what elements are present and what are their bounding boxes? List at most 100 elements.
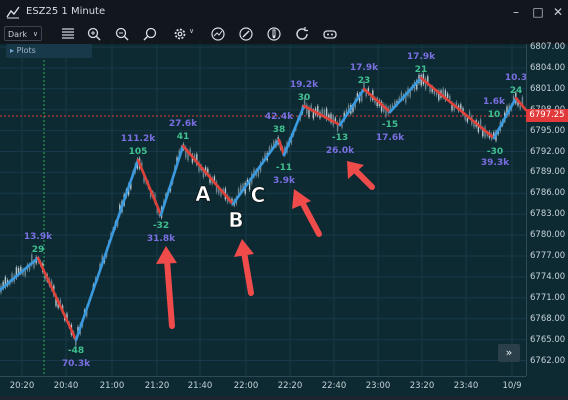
current-price-tag: 6797.25 [526,109,568,122]
thermometer-icon[interactable] [266,26,282,42]
leg-delta-label: -13 [332,133,348,143]
candle [237,188,240,196]
candle [460,104,462,110]
link-icon[interactable] [322,26,338,42]
leg-delta-label: -30 [487,147,503,157]
candle [44,273,46,280]
price-axis-tick: 6801.00 [530,83,566,94]
candle [303,97,306,108]
candle [352,106,354,112]
candle [506,106,508,116]
time-axis-tick: 22:00 [233,381,259,391]
plots-panel-toggle[interactable]: ▸ Plots [6,44,92,58]
draw-tool-icon[interactable] [238,26,254,42]
candle [464,114,466,120]
price-axis-tick: 6774.00 [530,271,566,282]
candle [385,105,387,117]
candle [444,90,447,100]
up-leg [282,104,306,157]
down-leg [136,158,163,217]
leg-delta-label: -15 [382,120,398,130]
down-leg [362,87,392,114]
candle [141,162,143,169]
candle [356,93,359,99]
candle [246,179,249,183]
candle [240,185,242,194]
status-bar [0,396,568,400]
candle [317,105,319,116]
leg-volume-label: 70.3k [62,359,91,369]
candle [330,113,332,123]
candle [207,168,209,175]
price-axis-tick: 6804.00 [530,62,566,73]
candle [339,118,341,124]
maximize-icon[interactable]: □ [532,5,544,19]
settings-icon[interactable] [172,26,188,42]
candle [17,268,20,275]
leg-volume-label: 26.0k [326,146,355,156]
time-axis-tick: 20:40 [53,381,79,391]
minimize-icon[interactable]: – [513,5,519,19]
candle [493,132,495,138]
up-leg [338,87,366,127]
toolbar: Dark ∨ ∨ [0,24,568,44]
candle [55,295,57,306]
settings-chevron-icon[interactable]: ∨ [189,27,195,35]
time-axis-tick: 22:40 [321,381,347,391]
candle [270,145,273,150]
candle [363,82,365,91]
candle [409,89,411,97]
time-axis-tick: 23:00 [365,381,391,391]
zoom-icon[interactable] [142,26,158,42]
candle [66,313,68,320]
candle [75,340,77,346]
price-axis[interactable]: 6807.006804.006801.006798.006795.006792.… [526,42,568,376]
price-axis-tick: 6780.00 [530,230,566,241]
chart-canvas[interactable]: 13.9k 29 -48 70.3k 111.2k 105 -32 31.8k … [0,44,526,376]
candle [334,118,337,122]
indicator-icon[interactable] [210,26,226,42]
arrows [156,161,375,329]
candle [306,104,308,114]
price-axis-tick: 6762.00 [530,355,566,366]
theme-select-value: Dark [8,30,27,39]
candle [202,169,205,178]
candle [442,88,444,98]
price-axis-tick: 6768.00 [530,313,566,324]
candle [222,188,224,193]
up-arrow-icon [234,239,254,296]
time-axis-tick: 23:20 [409,381,435,391]
window-title: ESZ25 1 Minute [26,6,106,17]
leg-delta-label: 21 [415,65,428,75]
candle [328,114,330,120]
time-axis-tick: 21:20 [144,381,170,391]
leg-volume-label: 19.2k [290,80,319,90]
theme-select[interactable]: Dark ∨ [4,26,42,41]
candle [391,104,394,110]
close-icon[interactable]: ✕ [552,5,564,19]
annotation-b: B [228,208,243,232]
zoom-in-icon[interactable] [86,26,102,42]
candle [257,168,260,177]
refresh-icon[interactable] [294,26,310,42]
leg-delta-label: 10 [488,110,501,120]
candle [187,150,189,161]
chart-grid [0,44,526,376]
price-axis-tick: 6792.00 [530,146,566,157]
candle [15,267,18,278]
candle [345,109,348,115]
candle [321,109,323,116]
candle [312,109,315,119]
price-axis-tick: 6795.00 [530,125,566,136]
zoom-out-icon[interactable] [114,26,130,42]
candle [405,92,407,103]
time-axis[interactable]: 20:20 20:40 21:00 21:20 21:40 22:00 22:20 22:40… [0,376,526,396]
candle [218,187,220,194]
candle [268,147,271,153]
candle [196,154,198,165]
menu-icon[interactable] [60,26,76,42]
annotation-c: C [251,183,266,207]
leg-delta-label: 23 [358,76,371,86]
up-leg [388,76,423,114]
scroll-to-latest-button[interactable]: » [498,344,520,362]
